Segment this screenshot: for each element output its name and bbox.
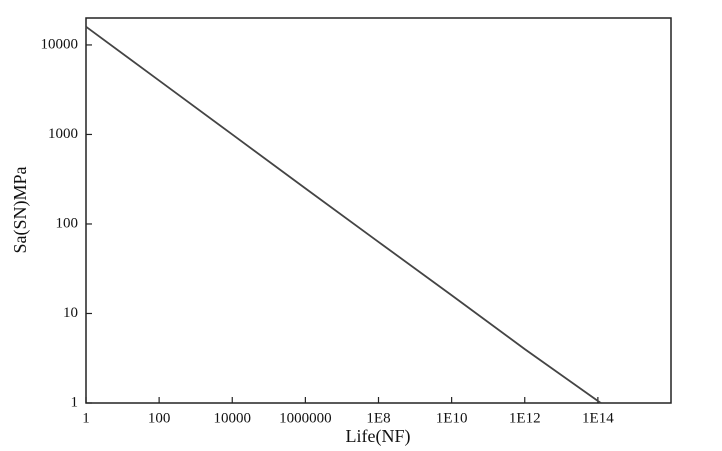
sn-curve (85, 25, 602, 404)
y-tick-label: 1 (71, 394, 79, 410)
x-tick-label: 1E14 (582, 410, 614, 426)
x-tick-label: 1000000 (279, 410, 332, 426)
x-tick-label: 1 (82, 410, 90, 426)
y-tick-label: 100 (56, 215, 79, 231)
x-tick-label: 10000 (214, 410, 252, 426)
x-axis-title: Life(NF) (346, 426, 411, 447)
y-tick-label: 10000 (41, 36, 79, 52)
x-tick-label: 1E10 (436, 410, 468, 426)
y-tick-label: 1000 (48, 126, 78, 142)
x-tick-label: 100 (148, 410, 171, 426)
plot-frame (85, 17, 672, 404)
x-tick-label: 1E12 (509, 410, 541, 426)
y-tick-label: 10 (63, 305, 78, 321)
x-tick-label: 1E8 (366, 410, 390, 426)
y-axis-title: Sa(SN)MPa (10, 166, 31, 253)
